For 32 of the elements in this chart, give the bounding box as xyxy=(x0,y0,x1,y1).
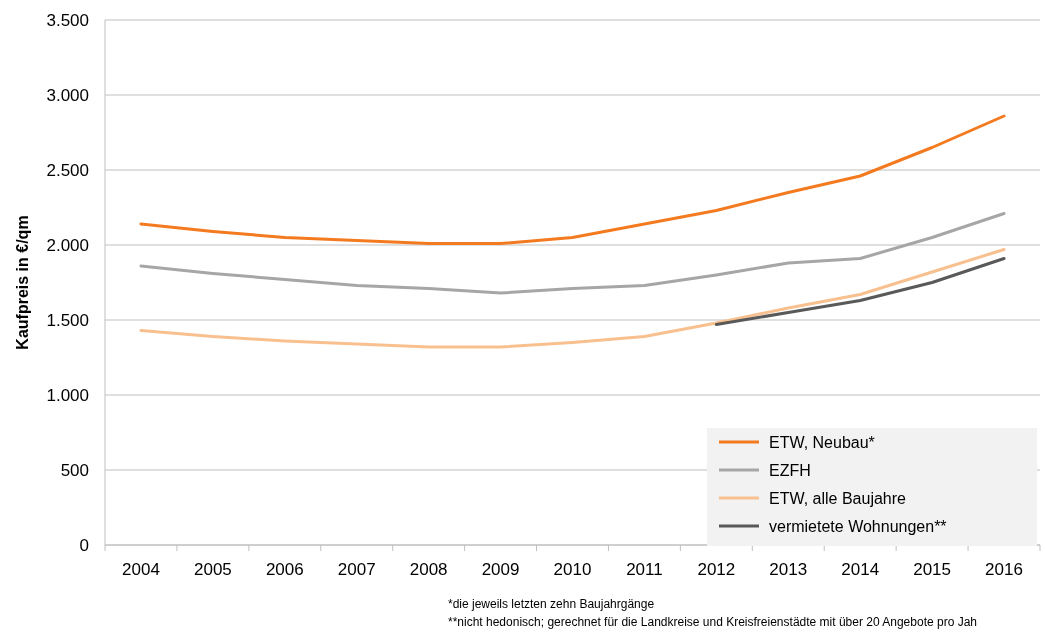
legend-label: vermietete Wohnungen** xyxy=(769,517,947,535)
line-series xyxy=(139,114,1006,245)
x-tick-label: 2011 xyxy=(626,560,663,579)
legend-label: ETW, Neubau* xyxy=(769,433,875,451)
x-tick-label: 2015 xyxy=(913,560,952,579)
x-tick-label: 2013 xyxy=(769,560,808,579)
legend-label: ETW, alle Baujahre xyxy=(769,489,907,507)
y-tick-label: 1.500 xyxy=(46,310,89,330)
line-series xyxy=(139,248,1006,349)
y-tick-label: 2.000 xyxy=(46,235,89,255)
text: *die jeweils letzten zehn Baujahrgänge xyxy=(448,597,655,611)
x-tick-label: 2004 xyxy=(122,560,160,579)
y-tick-label: 3.500 xyxy=(46,10,89,30)
y-tick-label: 0 xyxy=(79,535,89,555)
y-tick-label: 500 xyxy=(60,460,89,480)
x-tick-label: 2009 xyxy=(481,560,520,579)
x-tick-label: 2010 xyxy=(553,560,592,579)
y-axis-title: Kaufpreis in €/qm xyxy=(14,215,31,350)
x-tick-label: 2012 xyxy=(697,560,736,579)
x-tick-label: 2006 xyxy=(265,560,304,579)
line-series xyxy=(139,212,1006,295)
y-tick-label: 2.500 xyxy=(46,160,89,180)
x-tick-label: 2016 xyxy=(985,560,1023,579)
line-series xyxy=(714,257,1006,326)
x-tick-label: 2008 xyxy=(409,560,448,579)
x-tick-label: 2007 xyxy=(337,560,376,579)
x-tick-label: 2014 xyxy=(841,560,880,579)
text: **nicht hedonisch; gerechnet für die Landkreise und Kreisfreienstädte mit über 20 Angebote pro Jah xyxy=(448,615,978,629)
y-tick-label: 1.000 xyxy=(46,385,89,405)
x-tick-label: 2005 xyxy=(193,560,232,579)
legend-label: EZFH xyxy=(769,461,811,479)
y-tick-label: 3.000 xyxy=(46,85,89,105)
